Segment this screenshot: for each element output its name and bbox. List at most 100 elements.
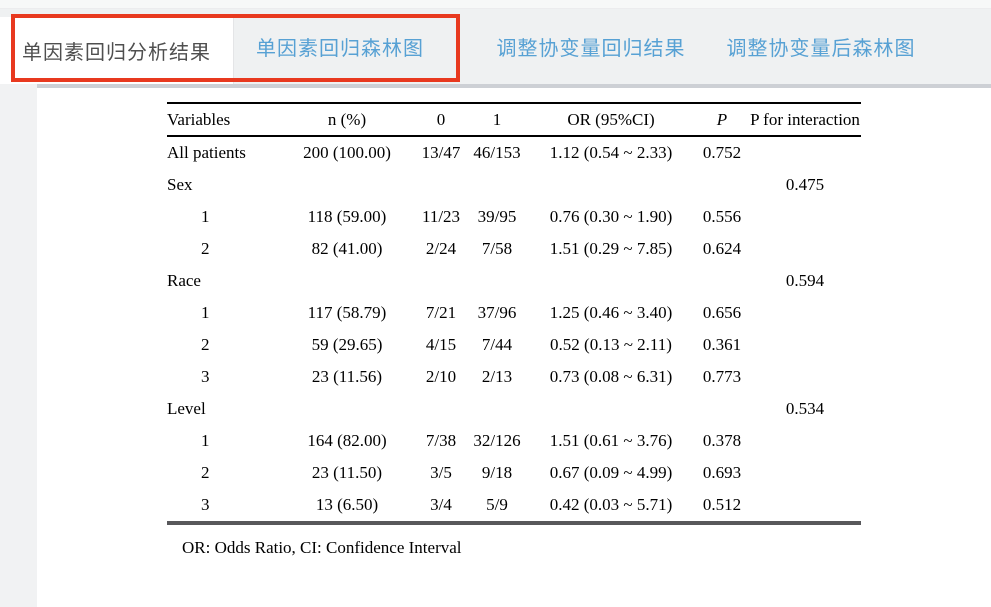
column-header-p-value: P [695, 102, 749, 137]
cell-n-percent [279, 393, 415, 425]
cell-p-value: 0.693 [702, 463, 742, 482]
table-row: Race 0.594 [167, 265, 861, 297]
cell-or-ci: 1.51 (0.61 ~ 3.76) [549, 431, 673, 450]
tab-adjusted-covariate-regression-results[interactable]: 调整协变量回归结果 [496, 38, 686, 60]
cell-variable: 1 [201, 303, 210, 322]
cell-variable: 2 [201, 239, 210, 258]
cell-p-interaction: 0.475 [785, 175, 825, 194]
cell-or-ci [527, 265, 695, 297]
cell-group0: 7/38 [425, 431, 457, 450]
cell-p-value: 0.624 [702, 239, 742, 258]
tab-univariate-regression-results[interactable]: 单因素回归分析结果 [0, 17, 234, 84]
cell-p-value [695, 393, 749, 425]
table-row: All patients 200 (100.00) 13/47 46/153 1.12 … [167, 136, 861, 169]
column-header-p-interaction: P for interaction [749, 102, 861, 137]
cell-p-value: 0.361 [702, 335, 742, 354]
cell-n-percent: 23 (11.56) [311, 367, 383, 386]
cell-variable: 1 [201, 431, 210, 450]
cell-variable: Sex [167, 175, 193, 194]
column-header-group1: 1 [467, 102, 527, 137]
cell-p-value: 0.656 [702, 303, 742, 322]
cell-or-ci [527, 393, 695, 425]
cell-group1: 5/9 [467, 489, 527, 525]
cell-variable: 3 [201, 367, 210, 386]
cell-group1: 39/95 [477, 207, 517, 226]
cell-variable: 2 [201, 335, 210, 354]
cell-n-percent [279, 169, 415, 201]
cell-p-value: 0.773 [702, 367, 742, 386]
cell-or-ci: 0.42 (0.03 ~ 5.71) [527, 489, 695, 525]
cell-group0: 11/23 [421, 207, 461, 226]
cell-or-ci: 1.12 (0.54 ~ 2.33) [549, 143, 673, 162]
cell-p-interaction [749, 489, 861, 525]
cell-n-percent [279, 265, 415, 297]
table-body: All patients 200 (100.00) 13/47 46/153 1.12 … [167, 136, 861, 525]
cell-group0: 4/15 [425, 335, 457, 354]
cell-variable: Race [167, 271, 201, 290]
cell-group1: 37/96 [477, 303, 517, 322]
window-top-strip [0, 0, 991, 9]
column-header-n-percent: n (%) [279, 102, 415, 137]
cell-n-percent: 118 (59.00) [307, 207, 387, 226]
cell-variable: Level [167, 399, 206, 418]
cell-p-interaction [749, 297, 861, 329]
cell-variable: 2 [201, 463, 210, 482]
table-footnote: OR: Odds Ratio, CI: Confidence Interval [182, 538, 462, 557]
cell-group0: 2/24 [425, 239, 457, 258]
cell-p-interaction [749, 457, 861, 489]
tab-bar-divider [37, 84, 991, 88]
cell-p-interaction [749, 329, 861, 361]
cell-n-percent: 82 (41.00) [311, 239, 383, 258]
column-header-or-ci: OR (95%CI) [527, 102, 695, 137]
cell-p-value: 0.556 [702, 207, 742, 226]
column-header-variables: Variables [167, 102, 279, 137]
cell-n-percent: 23 (11.50) [311, 463, 383, 482]
cell-p-value [695, 265, 749, 297]
tab-univariate-forest-plot[interactable]: 单因素回归森林图 [256, 38, 424, 60]
cell-group1: 7/44 [481, 335, 513, 354]
cell-group0 [415, 169, 467, 201]
cell-variable: 3 [167, 489, 279, 525]
table-row: Level 0.534 [167, 393, 861, 425]
column-header-group0: 0 [415, 102, 467, 137]
cell-group1: 7/58 [481, 239, 513, 258]
cell-group1 [467, 169, 527, 201]
cell-or-ci [527, 169, 695, 201]
cell-group0: 3/4 [415, 489, 467, 525]
cell-group1: 32/126 [473, 431, 521, 450]
cell-group1: 46/153 [473, 143, 521, 162]
table-row: 2 82 (41.00) 2/24 7/58 1.51 (0.29 ~ 7.85) 0.6… [167, 233, 861, 265]
cell-group0: 7/21 [425, 303, 457, 322]
table-row: 1 164 (82.00) 7/38 32/126 1.51 (0.61 ~ 3.76)… [167, 425, 861, 457]
cell-or-ci: 0.52 (0.13 ~ 2.11) [550, 335, 672, 354]
cell-group0: 3/5 [430, 463, 452, 482]
cell-or-ci: 1.25 (0.46 ~ 3.40) [549, 303, 673, 322]
cell-p-interaction: 0.594 [785, 271, 825, 290]
cell-p-interaction [749, 201, 861, 233]
cell-group0 [415, 393, 467, 425]
cell-n-percent: 59 (29.65) [311, 335, 383, 354]
tab-adjusted-covariate-forest-plot[interactable]: 调整协变量后森林图 [726, 38, 916, 60]
cell-n-percent: 200 (100.00) [303, 143, 391, 162]
table-row: 1 118 (59.00) 11/23 39/95 0.76 (0.30 ~ 1.90)… [167, 201, 861, 233]
cell-n-percent: 13 (6.50) [279, 489, 415, 525]
content-panel: Variables n (%) 0 1 OR (95%CI) P P for i… [37, 88, 991, 607]
cell-or-ci: 0.67 (0.09 ~ 4.99) [549, 463, 673, 482]
cell-variable: All patients [167, 143, 246, 162]
cell-or-ci: 0.73 (0.08 ~ 6.31) [549, 367, 673, 386]
cell-p-value: 0.752 [702, 143, 742, 162]
table-row: 1 117 (58.79) 7/21 37/96 1.25 (0.46 ~ 3.40) 0… [167, 297, 861, 329]
table-row: Sex 0.475 [167, 169, 861, 201]
table-row: 2 23 (11.50) 3/5 9/18 0.67 (0.09 ~ 4.99) 0.69… [167, 457, 861, 489]
cell-p-interaction [749, 425, 861, 457]
cell-group1: 2/13 [481, 367, 513, 386]
cell-group1 [467, 393, 527, 425]
cell-group0: 13/47 [421, 143, 461, 162]
cell-variable: 1 [201, 207, 210, 226]
cell-or-ci: 1.51 (0.29 ~ 7.85) [549, 239, 673, 258]
cell-group0: 2/10 [425, 367, 457, 386]
cell-p-interaction [749, 361, 861, 393]
table-row: 2 59 (29.65) 4/15 7/44 0.52 (0.13 ~ 2.11) 0.3… [167, 329, 861, 361]
table-header-row: Variables n (%) 0 1 OR (95%CI) P P for i… [167, 102, 861, 137]
cell-p-interaction: 0.534 [785, 399, 825, 418]
